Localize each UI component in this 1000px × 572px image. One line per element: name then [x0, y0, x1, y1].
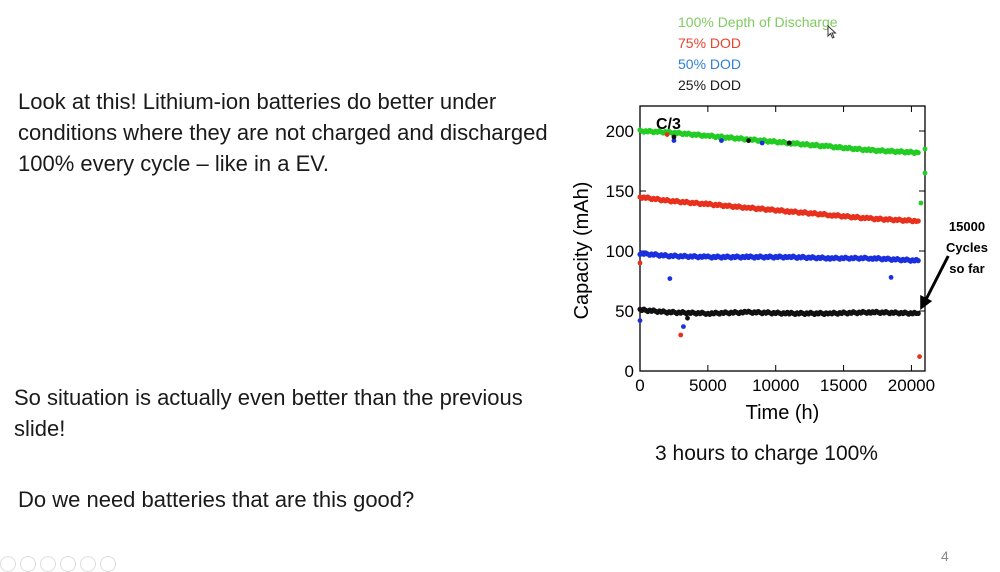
next-slide-icon[interactable] — [20, 556, 36, 572]
chart-legend: 100% Depth of Discharge 75% DOD 50% DOD 25%… — [678, 12, 838, 96]
outlier-point — [746, 138, 751, 143]
data-point — [915, 258, 921, 264]
zoom-icon[interactable] — [80, 556, 96, 572]
page-number: 4 — [941, 548, 949, 564]
annotation-text: so far — [949, 261, 984, 276]
slide-paragraph-question: Do we need batteries that are this good? — [18, 487, 415, 512]
outlier-point — [759, 140, 765, 146]
outlier-point — [685, 315, 690, 321]
legend-item: 50% DOD — [678, 56, 742, 72]
chart-caption: 3 hours to charge 100% — [655, 442, 878, 465]
outlier-point — [922, 146, 928, 152]
mouse-cursor-icon — [827, 25, 837, 39]
more-icon[interactable] — [100, 556, 116, 572]
outlier-point — [922, 170, 928, 176]
outlier-point — [637, 260, 643, 266]
annotation-text: 15000 — [949, 219, 985, 234]
pen-icon[interactable] — [40, 556, 56, 572]
legend-item: 75% DOD — [678, 35, 742, 51]
slide-controls — [0, 556, 116, 572]
outlier-point — [786, 140, 792, 146]
outlier-point — [678, 332, 684, 338]
outlier-point — [917, 354, 922, 359]
slide-paragraph-lithium: Look at this! Lithium-ion batteries do b… — [18, 89, 548, 176]
capacity-chart: 0 5000 10000 15000 20000 0 50 100 150 200 C/3 Time … — [571, 105, 988, 424]
outlier-point — [918, 200, 924, 206]
y-tick-label: 150 — [606, 182, 634, 201]
y-tick-label: 200 — [606, 122, 634, 141]
x-tick-label: 5000 — [689, 376, 727, 395]
outlier-point — [681, 324, 686, 329]
y-tick-label: 100 — [606, 242, 634, 261]
x-tick-label: 15000 — [820, 376, 867, 395]
x-tick-label: 10000 — [752, 376, 799, 395]
legend-item: 100% Depth of Discharge — [678, 14, 838, 30]
slides-icon[interactable] — [60, 556, 76, 572]
prev-slide-icon[interactable] — [0, 556, 16, 572]
annotation-arrow — [922, 255, 950, 304]
outlier-point — [637, 318, 643, 323]
outlier-point — [664, 132, 670, 137]
x-tick-label: 20000 — [888, 376, 935, 395]
outlier-point — [667, 276, 673, 281]
outlier-point — [719, 138, 724, 143]
plot-frame — [639, 105, 926, 372]
slide-paragraph-situation: So situation is actually even better tha… — [14, 385, 523, 441]
y-axis-label: Capacity (mAh) — [571, 182, 593, 320]
data-point — [915, 150, 921, 156]
outlier-point — [671, 138, 677, 143]
x-axis-label: Time (h) — [746, 402, 820, 424]
x-tick-label: 0 — [635, 376, 644, 395]
annotation-text: Cycles — [946, 240, 988, 255]
y-tick-label: 0 — [625, 362, 634, 381]
legend-item: 25% DOD — [678, 77, 742, 93]
data-point — [915, 218, 921, 224]
arrow-head-icon — [920, 295, 933, 310]
chart-title: C/3 — [656, 116, 681, 133]
outlier-point — [888, 275, 894, 280]
data-point — [915, 310, 921, 316]
outlier-point — [671, 134, 677, 140]
y-tick-label: 50 — [615, 302, 634, 321]
